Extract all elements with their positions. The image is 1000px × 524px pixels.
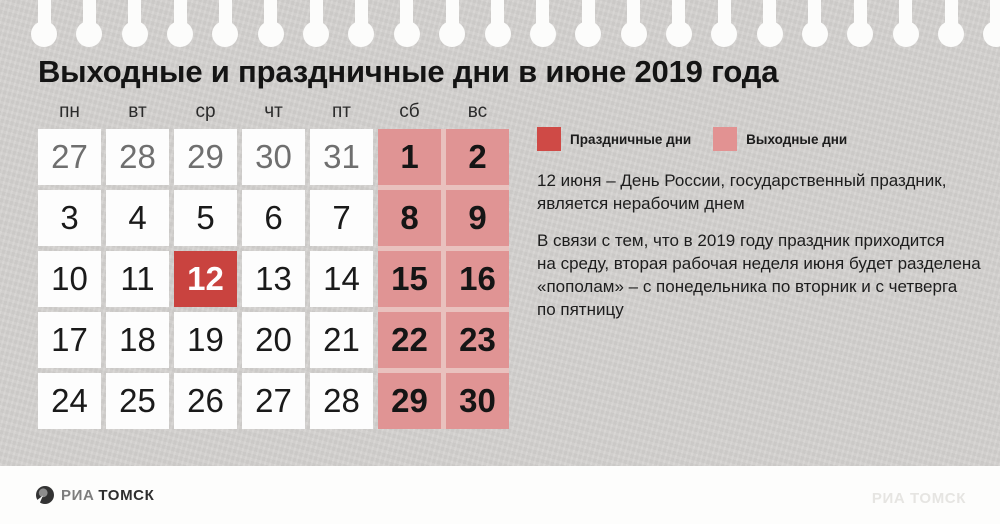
legend-swatch bbox=[537, 127, 561, 151]
weekday-header: пн bbox=[59, 101, 80, 122]
day-cell: 22 bbox=[378, 312, 441, 368]
binding-pin-icon bbox=[76, 0, 103, 47]
day-cell: 31 bbox=[310, 129, 373, 185]
legend: Праздничные дни Выходные дни bbox=[537, 127, 999, 151]
weekday-header: ср bbox=[195, 101, 216, 122]
weekday-header: вт bbox=[128, 101, 147, 122]
calendar-binding-pins bbox=[0, 0, 1000, 52]
watermark: РИА ТОМСК bbox=[871, 490, 966, 507]
calendar-grid: 27 28 29 30 31 1 2 3 4 5 6 7 8 9 10 11 12 13 14 15 16 17 18 19 2… bbox=[38, 129, 509, 429]
binding-pin-icon bbox=[212, 0, 239, 47]
day-cell: 24 bbox=[38, 373, 101, 429]
page-title: Выходные и праздничные дни в июне 2019 г… bbox=[38, 54, 779, 89]
binding-pin-icon bbox=[756, 0, 783, 47]
binding-pin-icon bbox=[484, 0, 511, 47]
legend-item: Выходные дни bbox=[713, 127, 847, 151]
day-cell: 28 bbox=[310, 373, 373, 429]
day-cell: 7 bbox=[310, 190, 373, 246]
day-cell: 8 bbox=[378, 190, 441, 246]
binding-pin-icon bbox=[711, 0, 738, 47]
binding-pin-icon bbox=[983, 0, 1000, 47]
weekday-header: сб bbox=[399, 101, 420, 122]
day-cell: 21 bbox=[310, 312, 373, 368]
day-cell: 29 bbox=[174, 129, 237, 185]
day-cell: 13 bbox=[242, 251, 305, 307]
binding-pin-icon bbox=[167, 0, 194, 47]
day-cell: 30 bbox=[446, 373, 509, 429]
ria-logo-icon bbox=[36, 486, 54, 504]
info-panel: Праздничные дни Выходные дни 12 июня – Де… bbox=[537, 127, 999, 321]
ria-tomsk-logo: РИА ТОМСК bbox=[36, 486, 154, 504]
day-cell: 14 bbox=[310, 251, 373, 307]
logo-ria-label: РИА bbox=[61, 486, 95, 504]
legend-swatch bbox=[713, 127, 738, 151]
binding-pin-icon bbox=[620, 0, 647, 47]
day-cell: 17 bbox=[38, 312, 101, 368]
day-cell: 15 bbox=[378, 251, 441, 307]
day-cell: 19 bbox=[174, 312, 237, 368]
day-cell: 25 bbox=[106, 373, 169, 429]
binding-pin-icon bbox=[31, 0, 57, 47]
day-cell: 28 bbox=[106, 129, 169, 185]
footer-band: РИА ТОМСК РИА ТОМСК bbox=[0, 466, 1000, 524]
day-cell: 9 bbox=[446, 190, 509, 246]
binding-pin-icon bbox=[575, 0, 602, 47]
weekday-header-row: пн вт ср чт пт сб вс bbox=[38, 101, 509, 123]
binding-pin-icon bbox=[257, 0, 284, 47]
binding-pin-icon bbox=[938, 0, 964, 47]
day-cell: 11 bbox=[106, 251, 169, 307]
binding-pin-icon bbox=[801, 0, 828, 47]
legend-item: Праздничные дни bbox=[537, 127, 691, 151]
binding-pin-icon bbox=[847, 0, 874, 47]
day-cell: 5 bbox=[174, 190, 237, 246]
binding-pin-icon bbox=[348, 0, 375, 47]
binding-pin-icon bbox=[665, 0, 692, 47]
day-cell: 26 bbox=[174, 373, 237, 429]
binding-pin-icon bbox=[393, 0, 420, 47]
binding-pin-icon bbox=[529, 0, 556, 47]
day-cell: 20 bbox=[242, 312, 305, 368]
legend-label: Выходные дни bbox=[746, 131, 848, 147]
day-cell: 18 bbox=[106, 312, 169, 368]
weekday-header: пт bbox=[332, 101, 351, 122]
binding-pin-icon bbox=[121, 0, 148, 47]
binding-pin-icon bbox=[303, 0, 330, 47]
day-cell: 10 bbox=[38, 251, 101, 307]
day-cell: 12 bbox=[174, 251, 237, 307]
day-cell: 30 bbox=[242, 129, 305, 185]
day-cell: 1 bbox=[378, 129, 441, 185]
day-cell: 6 bbox=[242, 190, 305, 246]
day-cell: 3 bbox=[38, 190, 101, 246]
binding-pin-icon bbox=[892, 0, 919, 47]
day-cell: 2 bbox=[446, 129, 509, 185]
holiday-note: 12 июня – День России, государственный п… bbox=[537, 171, 947, 213]
day-cell: 27 bbox=[38, 129, 101, 185]
day-cell: 16 bbox=[446, 251, 509, 307]
legend-label: Праздничные дни bbox=[570, 131, 692, 147]
day-cell: 23 bbox=[446, 312, 509, 368]
logo-tomsk-label: ТОМСК bbox=[98, 486, 155, 504]
logo-text: РИА ТОМСК bbox=[61, 487, 154, 504]
day-cell: 4 bbox=[106, 190, 169, 246]
day-cell: 29 bbox=[378, 373, 441, 429]
weekday-header: чт bbox=[264, 101, 283, 122]
binding-pin-icon bbox=[439, 0, 466, 47]
weekday-header: вс bbox=[467, 101, 488, 122]
day-cell: 27 bbox=[242, 373, 305, 429]
split-week-note: В связи с тем, что в 2019 году праздник … bbox=[537, 231, 981, 319]
